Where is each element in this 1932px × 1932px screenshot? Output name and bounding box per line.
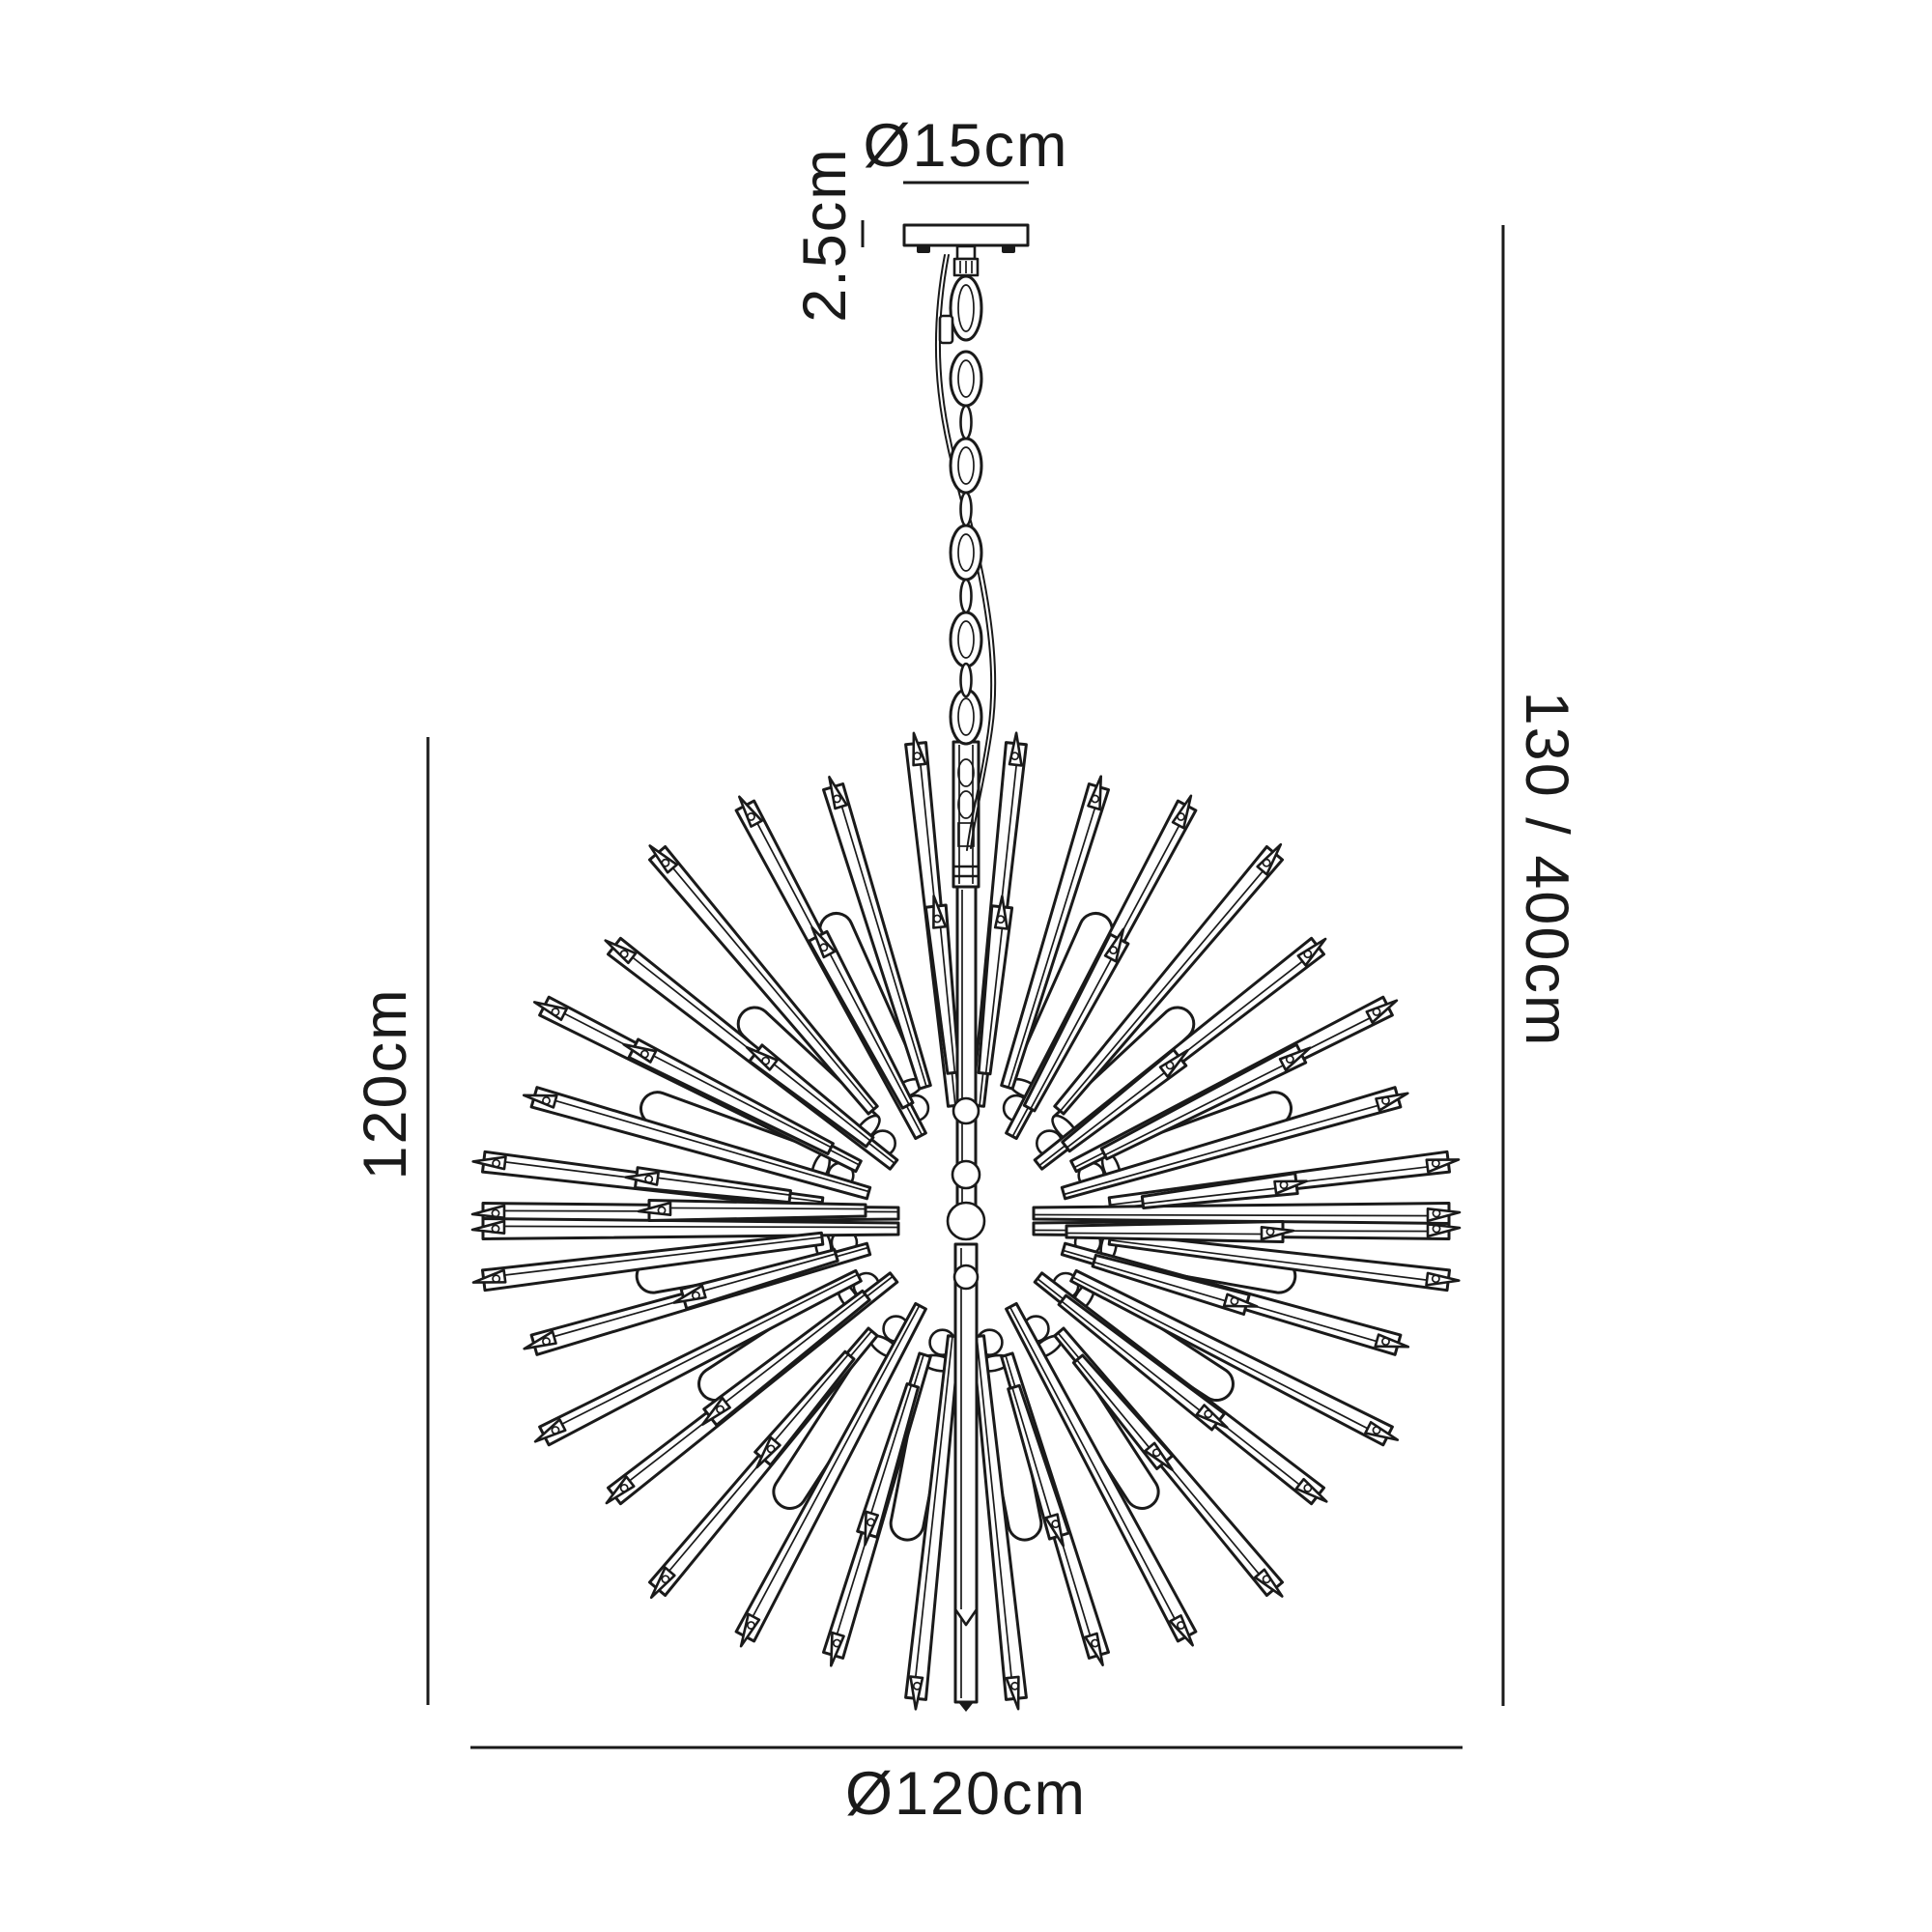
sputnik-body	[470, 731, 1462, 1711]
canopy-screw-right	[1002, 245, 1015, 253]
ceiling-canopy	[902, 223, 1030, 253]
bottom-rod	[952, 1242, 980, 1712]
hub	[946, 1201, 986, 1241]
canopy-height-label: 2.5cm	[791, 147, 859, 323]
canopy-screw-left	[917, 245, 930, 253]
body-diameter-label: Ø120cm	[845, 1760, 1087, 1828]
canopy-diameter-label: Ø15cm	[863, 112, 1068, 180]
central-stem	[951, 740, 981, 1213]
stem-ball-upper	[952, 1096, 980, 1125]
stem-ball-lower	[952, 1264, 980, 1291]
body-height-label: 120cm	[352, 987, 419, 1179]
drop-height-label: 130 / 400cm	[1513, 692, 1580, 1048]
dimension-annotations: Ø15cm 2.5cm 120cm 130 / 400cm Ø120cm	[352, 112, 1580, 1828]
stem-ball-mid	[951, 1159, 981, 1190]
suspension-wire	[934, 254, 997, 851]
suspension-chain	[938, 244, 983, 746]
